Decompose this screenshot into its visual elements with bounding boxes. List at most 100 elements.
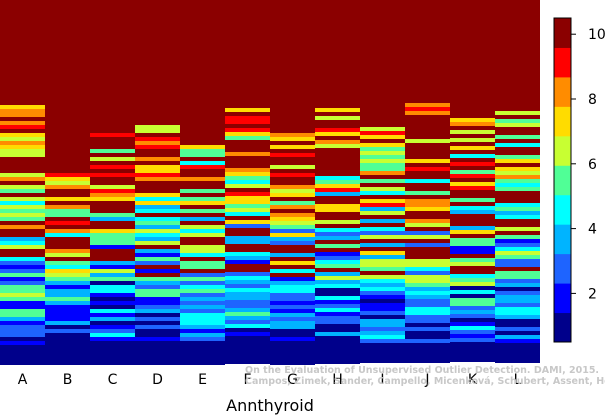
heatmap-cell <box>225 300 270 304</box>
heatmap-cell <box>0 145 45 149</box>
heatmap-cell <box>450 118 495 122</box>
heatmap-cell <box>405 299 450 303</box>
colorbar-tick-label: 2 <box>588 286 597 302</box>
heatmap-cell <box>360 259 405 263</box>
heatmap-cell <box>450 170 495 174</box>
heatmap-cell <box>450 314 495 318</box>
heatmap-cell <box>495 311 540 315</box>
heatmap-cell <box>360 323 405 327</box>
heatmap-cell <box>0 213 45 217</box>
heatmap-cell <box>90 173 135 177</box>
heatmap-cell <box>360 163 405 167</box>
heatmap-cell <box>450 290 495 294</box>
heatmap-cell <box>180 345 225 349</box>
heatmap-cell <box>360 319 405 323</box>
heatmap-cell <box>180 265 225 269</box>
heatmap-cell <box>180 249 225 253</box>
heatmap-cell <box>495 307 540 311</box>
heatmap-cell <box>315 336 360 340</box>
heatmap-cell <box>270 297 315 301</box>
heatmap-cell <box>405 139 450 143</box>
heatmap-cell <box>45 197 90 201</box>
heatmap-cell <box>225 292 270 296</box>
x-tick-label: F <box>243 372 251 388</box>
heatmap-cell <box>270 301 315 305</box>
heatmap-cell <box>135 313 180 317</box>
heatmap-cell <box>315 276 360 280</box>
colorbar-swatch <box>554 18 571 48</box>
heatmap-cell <box>270 361 315 365</box>
heatmap-cell <box>495 255 540 259</box>
heatmap-cell <box>45 325 90 329</box>
heatmap-cell <box>405 179 450 183</box>
heatmap-cell <box>495 335 540 339</box>
heatmap-cell <box>45 333 90 337</box>
heatmap-cell <box>450 310 495 314</box>
heatmap-cell <box>450 186 495 190</box>
heatmap-cell <box>315 356 360 360</box>
heatmap-cell <box>90 277 135 281</box>
heatmap-cell <box>180 341 225 345</box>
heatmap-cell <box>45 353 90 357</box>
heatmap-cell <box>225 348 270 352</box>
heatmap-cell <box>180 313 225 317</box>
heatmap-cell <box>225 308 270 312</box>
heatmap-cell <box>450 330 495 334</box>
heatmap-cell <box>45 357 90 361</box>
heatmap-cell <box>495 203 540 207</box>
heatmap-cell <box>315 344 360 348</box>
colorbar-swatch <box>554 76 571 107</box>
heatmap-cell <box>225 236 270 240</box>
heatmap-cell <box>135 285 180 289</box>
x-axis-tick-labels: A B C D E F G H I J K L <box>18 372 522 388</box>
heatmap-cell <box>270 313 315 317</box>
heatmap-cell <box>135 201 180 205</box>
heatmap-cell <box>360 131 405 135</box>
heatmap-cell <box>270 321 315 325</box>
heatmap-cell <box>270 173 315 177</box>
heatmap-cell <box>315 244 360 248</box>
heatmap-cell <box>270 317 315 321</box>
heatmap-cell <box>45 281 90 285</box>
heatmap-cell <box>135 125 180 129</box>
heatmap-cell <box>495 155 540 159</box>
heatmap-cell <box>450 346 495 350</box>
colorbar-swatch <box>554 194 571 225</box>
heatmap-cell <box>45 305 90 309</box>
heatmap-cell <box>225 120 270 124</box>
colorbar-swatch <box>554 47 571 78</box>
heatmap-cell <box>135 261 180 265</box>
heatmap-cell <box>0 293 45 297</box>
heatmap-cell <box>450 342 495 346</box>
heatmap-cell <box>360 219 405 223</box>
colorbar <box>553 17 572 343</box>
colorbar-frame <box>553 17 572 343</box>
heatmap-cell <box>315 116 360 120</box>
heatmap-cell <box>405 355 450 359</box>
heatmap-cell <box>45 329 90 333</box>
heatmap-cell <box>45 297 90 301</box>
heatmap-cell <box>135 129 180 133</box>
heatmap-cell <box>225 344 270 348</box>
heatmap-cell <box>360 315 405 319</box>
heatmap-cell <box>495 215 540 219</box>
heatmap-cell <box>315 208 360 212</box>
heatmap-cell <box>45 337 90 341</box>
heatmap-cell <box>180 253 225 257</box>
heatmap-cell <box>90 197 135 201</box>
heatmap-cell <box>360 251 405 255</box>
heatmap-cell <box>135 197 180 201</box>
heatmap-cell <box>45 249 90 253</box>
heatmap-cell <box>495 239 540 243</box>
heatmap-cell <box>315 352 360 356</box>
heatmap-cell <box>405 339 450 343</box>
heatmap-cell <box>360 339 405 343</box>
heatmap-cell <box>270 337 315 341</box>
heatmap-cell <box>0 325 45 329</box>
heatmap-cell <box>315 332 360 336</box>
heatmap-cell <box>450 174 495 178</box>
heatmap-cell <box>135 321 180 325</box>
heatmap-cell <box>360 167 405 171</box>
heatmap-cell <box>450 294 495 298</box>
heatmap-cell <box>45 229 90 233</box>
